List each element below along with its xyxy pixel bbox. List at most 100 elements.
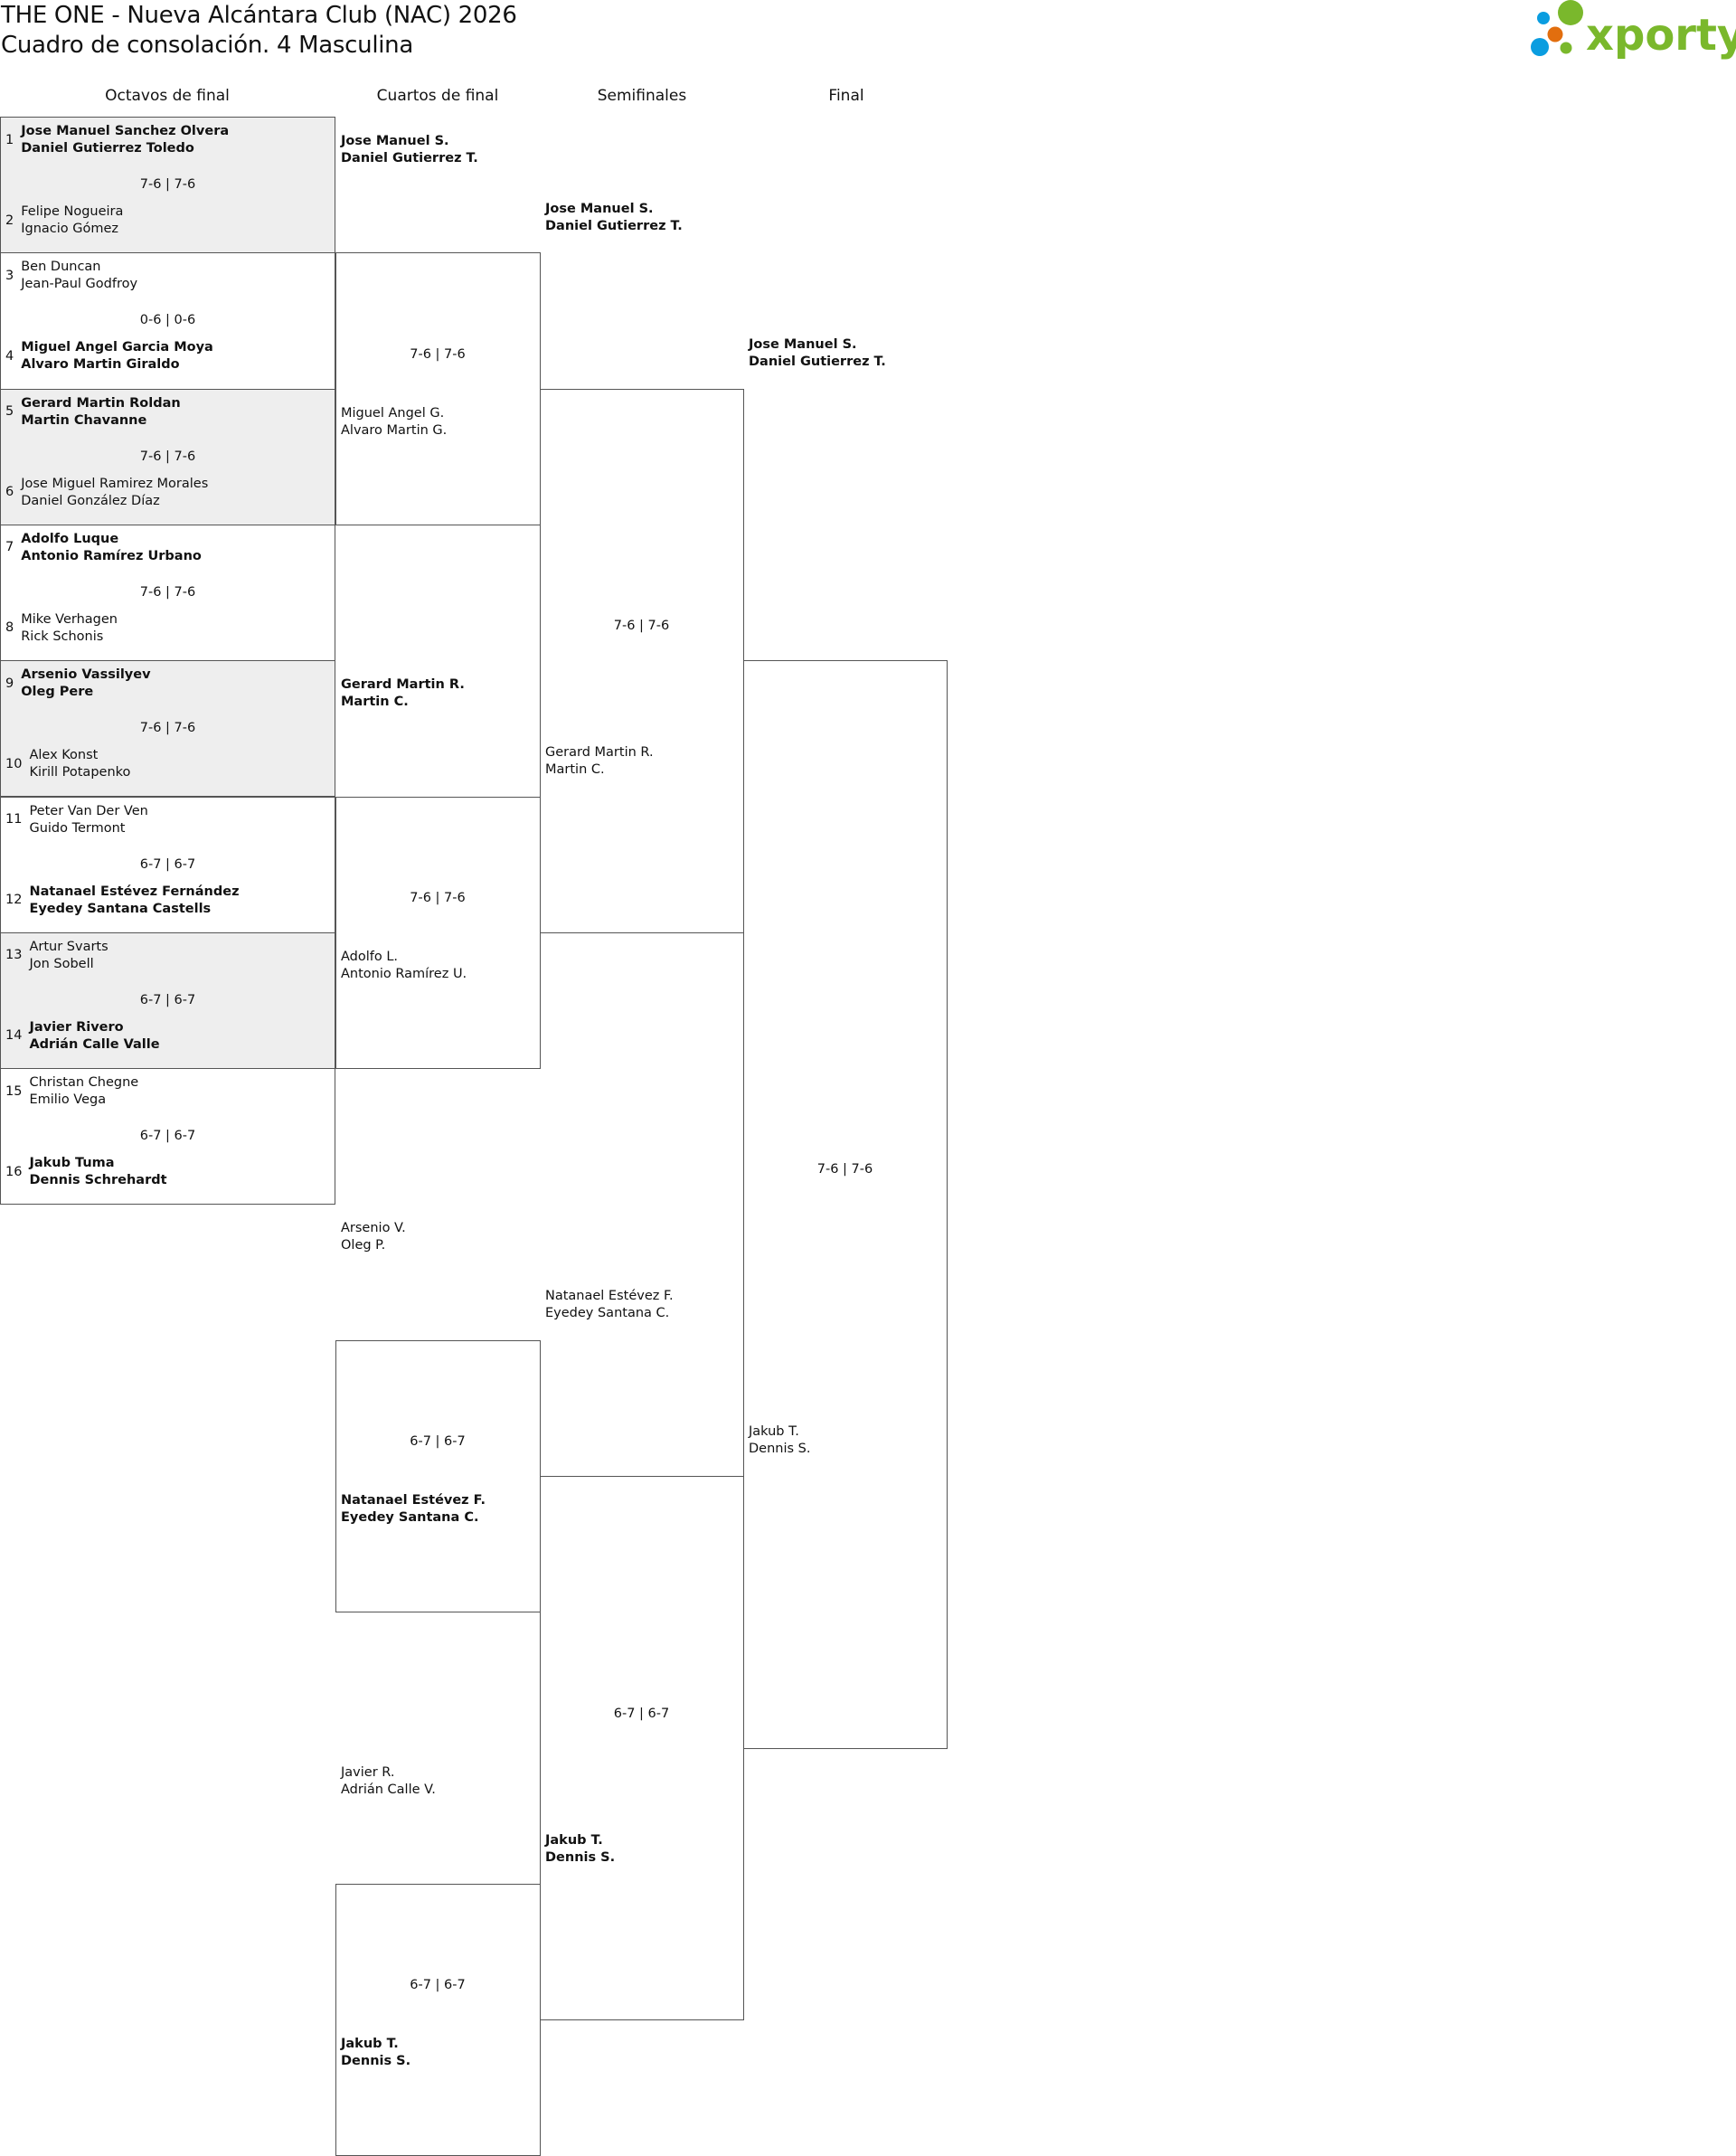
player-name: Alvaro Martin Giraldo xyxy=(21,357,180,373)
match-box[interactable]: 3 Ben Duncan Jean-Paul Godfroy 4 Miguel Ange… xyxy=(0,252,335,390)
team-names: Adolfo Luque Antonio Ramírez Urbano xyxy=(21,531,202,565)
player-name: Rick Schonis xyxy=(21,629,104,644)
player-name: Antonio Ramírez Urbano xyxy=(21,548,202,563)
player-name: Gerard Martin R. xyxy=(341,677,465,693)
team-entry: Natanael Estévez F. Eyedey Santana C. xyxy=(545,1288,674,1322)
player-name: Martin C. xyxy=(545,762,605,778)
player-name: Mike Verhagen xyxy=(21,611,118,627)
player-name: Arsenio Vassilyev xyxy=(21,667,151,683)
player-name: Adrián Calle Valle xyxy=(29,1036,160,1052)
team-entry: 7 Adolfo Luque Antonio Ramírez Urbano xyxy=(1,531,202,565)
team-entry: Jose Manuel S. Daniel Gutierrez T. xyxy=(545,201,683,235)
match-box[interactable] xyxy=(335,252,541,525)
match-box[interactable] xyxy=(743,660,948,1749)
team-entry: 3 Ben Duncan Jean-Paul Godfroy xyxy=(1,259,137,293)
player-name: Jon Sobell xyxy=(29,956,94,971)
team-names: Artur Svarts Jon Sobell xyxy=(29,939,108,973)
player-name: Gerard Martin Roldan xyxy=(21,395,181,411)
player-name: Dennis S. xyxy=(749,1442,811,1457)
player-name: Martin Chavanne xyxy=(21,412,147,428)
match-score: 7-6 | 7-6 xyxy=(139,585,196,600)
player-name: Jose Manuel Sanchez Olvera xyxy=(21,124,230,138)
match-box[interactable] xyxy=(335,1339,541,1613)
team-entry: 4 Miguel Angel Garcia Moya Alvaro Martin G… xyxy=(1,339,213,374)
team-entry: Jose Manuel S. Daniel Gutierrez T. xyxy=(749,336,886,371)
match-box[interactable] xyxy=(335,796,541,1070)
match-box[interactable]: 1 Jose Manuel Sanchez Olvera Daniel Gutier… xyxy=(0,117,335,254)
team-names: Natanael Estévez Fernández Eyedey Santana… xyxy=(29,884,239,918)
player-name: Natanael Estévez Fernández xyxy=(29,884,240,899)
round-header: Semifinales xyxy=(597,87,687,105)
team-names: Arsenio Vassilyev Oleg Pere xyxy=(21,667,150,701)
seed-number: 8 xyxy=(5,620,14,636)
team-entry: 15 Christan Chegne Emilio Vega xyxy=(1,1074,138,1109)
round-header: Cuartos de final xyxy=(376,87,499,105)
player-name: Jose Manuel S. xyxy=(341,134,449,148)
team-entry: 12 Natanael Estévez Fernández Eyedey Santa… xyxy=(1,884,240,918)
match-box[interactable]: 7 Adolfo Luque Antonio Ramírez Urbano 8 Mike… xyxy=(0,524,335,662)
player-name: Kirill Potapenko xyxy=(29,765,131,780)
team-names: Christan Chegne Emilio Vega xyxy=(29,1074,138,1109)
player-name: Adolfo L. xyxy=(341,949,399,964)
round-header: Final xyxy=(828,87,864,105)
match-score: 6-7 | 6-7 xyxy=(139,856,196,872)
seed-number: 9 xyxy=(5,676,14,691)
team-entry: Jakub T. Dennis S. xyxy=(341,2036,410,2070)
seed-number: 16 xyxy=(5,1164,23,1179)
round-header: Octavos de final xyxy=(105,87,230,105)
team-entry: 6 Jose Miguel Ramirez Morales Daniel Gonzá… xyxy=(1,476,208,510)
player-name: Antonio Ramírez U. xyxy=(341,966,467,981)
team-entry: 2 Felipe Nogueira Ignacio Gómez xyxy=(1,203,123,238)
player-name: Dennis S. xyxy=(545,1849,616,1865)
match-box[interactable]: 9 Arsenio Vassilyev Oleg Pere 10 Alex Konst K… xyxy=(0,660,335,798)
seed-number: 1 xyxy=(5,132,14,147)
match-box[interactable]: 13 Artur Svarts Jon Sobell 14 Javier Rivero A… xyxy=(0,931,335,1070)
team-entry: Adolfo L. Antonio Ramírez U. xyxy=(341,949,467,983)
match-score: 6-7 | 6-7 xyxy=(410,1434,466,1449)
match-score: 7-6 | 7-6 xyxy=(410,890,466,905)
xporty-logo: xporty xyxy=(1531,0,1736,61)
team-names: Alex Konst Kirill Potapenko xyxy=(29,747,130,781)
seed-number: 10 xyxy=(5,756,23,771)
player-name: Daniel González Díaz xyxy=(21,493,160,508)
player-name: Emilio Vega xyxy=(29,1092,107,1108)
player-name: Felipe Nogueira xyxy=(21,204,124,219)
player-name: Eyedey Santana C. xyxy=(545,1306,670,1321)
player-name: Christan Chegne xyxy=(29,1075,139,1091)
player-name: Eyedey Santana C. xyxy=(341,1510,479,1525)
team-entry: Jose Manuel S. Daniel Gutierrez T. xyxy=(341,133,478,167)
match-box[interactable]: 11 Peter Van Der Ven Guido Termont 12 Natana… xyxy=(0,796,335,933)
match-box[interactable]: 5 Gerard Martin Roldan Martin Chavanne 6 Jos… xyxy=(0,388,335,525)
match-score: 6-7 | 6-7 xyxy=(139,1129,196,1144)
player-name: Miguel Angel G. xyxy=(341,405,445,421)
team-entry: 13 Artur Svarts Jon Sobell xyxy=(1,939,108,973)
player-name: Dennis Schrehardt xyxy=(29,1173,167,1188)
team-names: Mike Verhagen Rick Schonis xyxy=(21,611,118,646)
seed-number: 5 xyxy=(5,404,14,420)
team-names: Peter Van Der Ven Guido Termont xyxy=(29,803,147,837)
player-name: Natanael Estévez F. xyxy=(341,1493,486,1508)
svg-text:xporty: xporty xyxy=(1586,10,1736,61)
player-name: Daniel Gutierrez T. xyxy=(545,219,683,233)
seed-number: 14 xyxy=(5,1028,23,1044)
team-entry: Arsenio V. Oleg P. xyxy=(341,1220,406,1254)
team-names: Felipe Nogueira Ignacio Gómez xyxy=(21,203,123,238)
team-entry: Jakub T. Dennis S. xyxy=(545,1832,615,1867)
match-score: 7-6 | 7-6 xyxy=(139,177,196,193)
player-name: Javier Rivero xyxy=(29,1019,124,1035)
seed-number: 2 xyxy=(5,213,14,228)
team-entry: Gerard Martin R. Martin C. xyxy=(545,744,654,779)
player-name: Natanael Estévez F. xyxy=(545,1289,674,1304)
team-entry: 1 Jose Manuel Sanchez Olvera Daniel Gutier… xyxy=(1,123,229,157)
match-score: 7-6 | 7-6 xyxy=(410,346,466,362)
match-box[interactable] xyxy=(540,1476,744,2021)
team-entry: 5 Gerard Martin Roldan Martin Chavanne xyxy=(1,395,181,430)
match-box[interactable] xyxy=(335,1883,541,2156)
team-entry: 14 Javier Rivero Adrián Calle Valle xyxy=(1,1019,160,1054)
player-name: Dennis S. xyxy=(341,2054,411,2069)
match-box[interactable] xyxy=(540,388,744,933)
match-box[interactable]: 15 Christan Chegne Emilio Vega 16 Jakub Tuma… xyxy=(0,1068,335,1206)
player-name: Daniel Gutierrez Toledo xyxy=(21,141,194,156)
seed-number: 3 xyxy=(5,268,14,283)
team-names: Jakub Tuma Dennis Schrehardt xyxy=(29,1155,166,1189)
